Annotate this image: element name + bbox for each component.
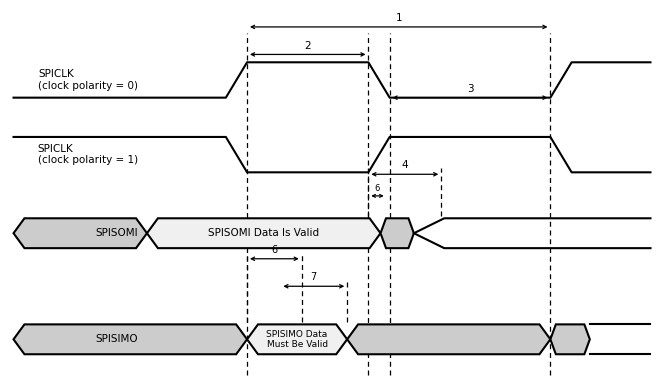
Text: 7: 7 (311, 272, 317, 282)
Text: SPISOMI: SPISOMI (95, 228, 138, 238)
Polygon shape (347, 325, 550, 354)
Text: SPICLK
(clock polarity = 1): SPICLK (clock polarity = 1) (38, 144, 138, 165)
Text: 6: 6 (374, 184, 380, 193)
Text: 1: 1 (396, 13, 402, 23)
Text: 2: 2 (304, 41, 311, 51)
Text: SPISIMO Data
Must Be Valid: SPISIMO Data Must Be Valid (266, 329, 328, 349)
Polygon shape (550, 325, 590, 354)
Polygon shape (380, 218, 414, 248)
Text: SPISIMO: SPISIMO (95, 334, 138, 344)
Text: 6: 6 (272, 245, 278, 255)
Text: 4: 4 (402, 160, 408, 170)
Polygon shape (247, 325, 347, 354)
Text: SPISOMI Data Is Valid: SPISOMI Data Is Valid (208, 228, 319, 238)
Polygon shape (13, 325, 247, 354)
Text: 3: 3 (467, 84, 473, 94)
Text: SPICLK
(clock polarity = 0): SPICLK (clock polarity = 0) (38, 69, 138, 91)
Polygon shape (13, 218, 147, 248)
Polygon shape (147, 218, 380, 248)
